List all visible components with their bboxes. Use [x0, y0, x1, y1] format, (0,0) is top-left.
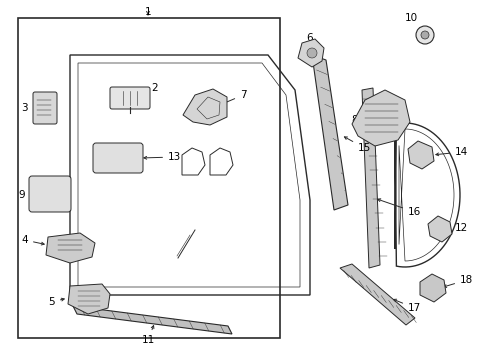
- Text: 6: 6: [307, 33, 313, 49]
- Text: 5: 5: [49, 297, 64, 307]
- Text: 8: 8: [351, 115, 374, 125]
- Polygon shape: [68, 284, 110, 314]
- Polygon shape: [408, 141, 434, 169]
- Circle shape: [416, 26, 434, 44]
- Text: 4: 4: [22, 235, 44, 245]
- Polygon shape: [340, 264, 415, 325]
- Text: 11: 11: [142, 325, 155, 345]
- FancyBboxPatch shape: [110, 87, 150, 109]
- Text: 12: 12: [444, 223, 468, 233]
- Text: 15: 15: [344, 137, 371, 153]
- Text: 18: 18: [444, 275, 473, 287]
- Text: 13: 13: [144, 152, 181, 162]
- FancyBboxPatch shape: [29, 176, 71, 212]
- Polygon shape: [362, 88, 380, 268]
- Polygon shape: [73, 306, 232, 334]
- Text: 16: 16: [378, 199, 421, 217]
- FancyBboxPatch shape: [93, 143, 143, 173]
- Polygon shape: [352, 90, 410, 146]
- Text: 7: 7: [219, 90, 246, 106]
- Polygon shape: [183, 89, 227, 125]
- Text: 17: 17: [393, 299, 421, 313]
- Circle shape: [307, 48, 317, 58]
- Polygon shape: [46, 233, 95, 263]
- Text: 3: 3: [22, 103, 39, 113]
- Polygon shape: [312, 55, 348, 210]
- FancyBboxPatch shape: [33, 92, 57, 124]
- Polygon shape: [420, 274, 446, 302]
- Polygon shape: [428, 216, 452, 242]
- Text: 14: 14: [436, 147, 468, 157]
- Circle shape: [421, 31, 429, 39]
- Text: 2: 2: [134, 83, 158, 97]
- Polygon shape: [298, 39, 324, 67]
- Text: 9: 9: [19, 190, 38, 200]
- Bar: [18, 18, 280, 338]
- Text: 1: 1: [145, 7, 151, 17]
- Text: 10: 10: [405, 13, 422, 32]
